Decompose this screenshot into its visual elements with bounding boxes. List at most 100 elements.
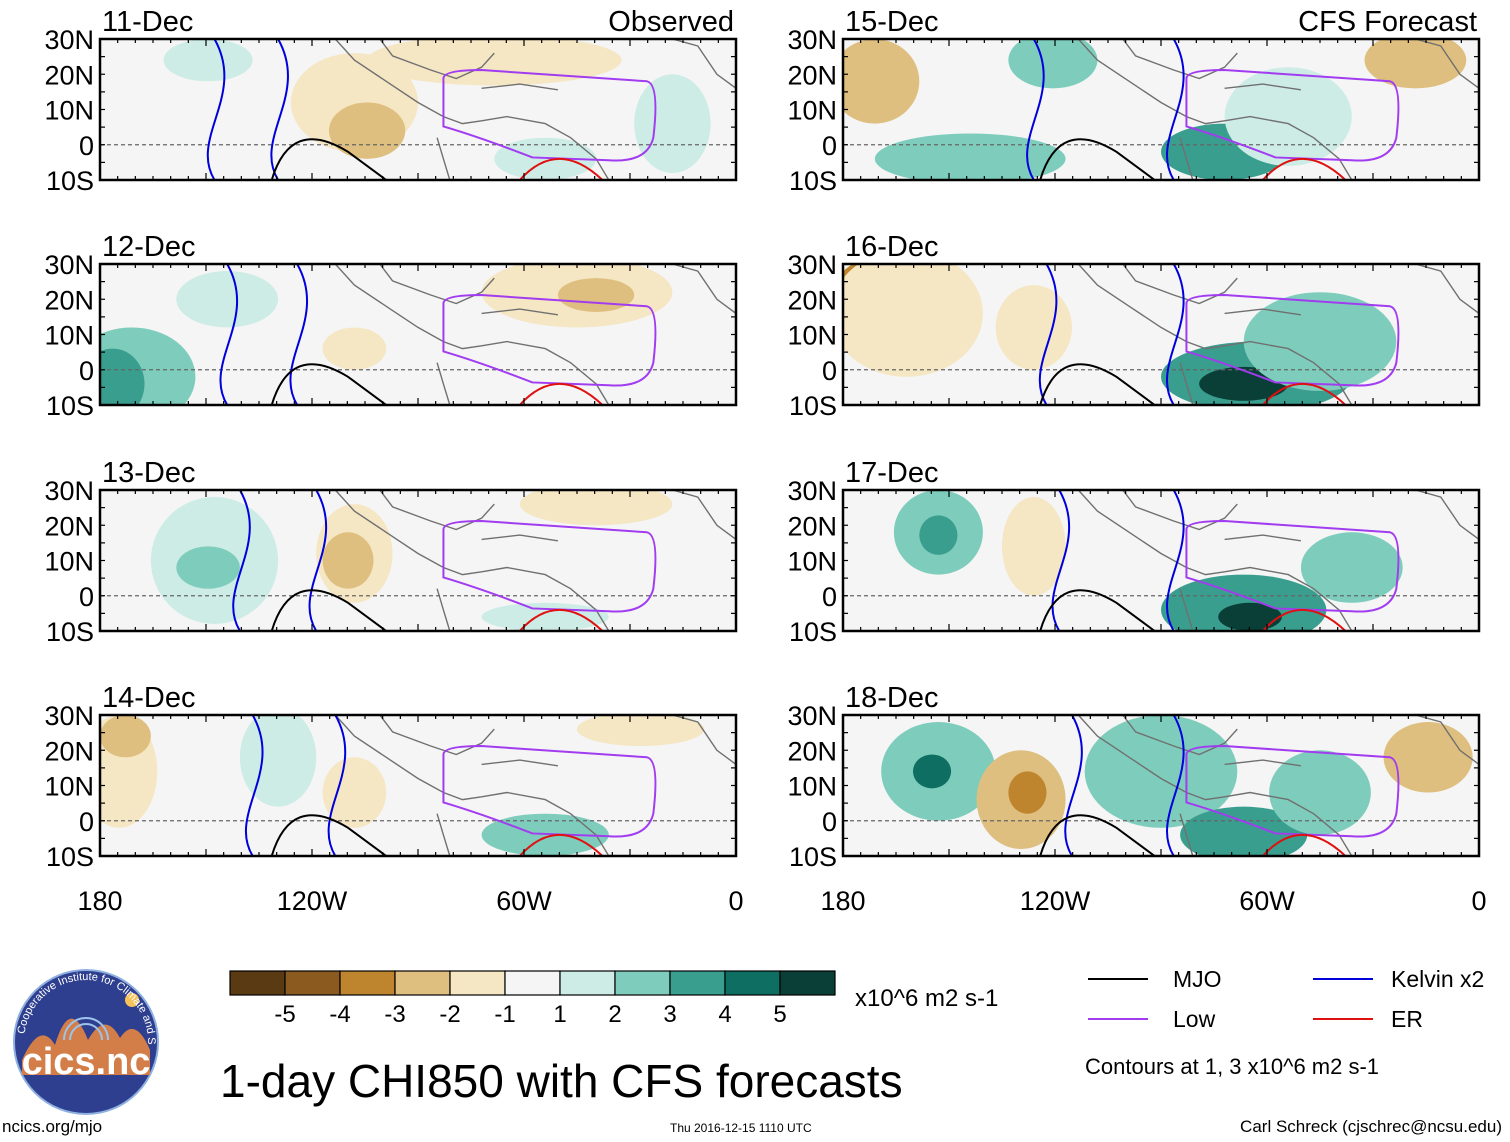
- coastline: [1224, 759, 1302, 767]
- lat-tick-label: 30N: [787, 701, 837, 731]
- panel-date: 16-Dec: [845, 231, 939, 263]
- lon-tick-label: 180: [77, 886, 122, 916]
- legend-label: Low: [1173, 1006, 1216, 1032]
- anomaly-shading: [557, 278, 635, 312]
- lat-tick-label: 10N: [787, 321, 837, 351]
- coastline: [1077, 39, 1353, 180]
- lat-tick-label: 10S: [46, 166, 94, 196]
- anomaly-shading: [1084, 715, 1238, 828]
- logo-text: cics.nc: [22, 1041, 151, 1083]
- kelvin-contour: [1051, 490, 1071, 631]
- coastline: [1122, 490, 1238, 531]
- lon-tick-label: 120W: [1020, 886, 1091, 916]
- coastline: [672, 264, 736, 314]
- colorbar-swatch: [559, 970, 616, 996]
- coastline: [1415, 39, 1479, 89]
- colorbar-label: 2: [608, 1001, 621, 1028]
- panel-date: 18-Dec: [845, 682, 939, 714]
- axis-labels: 30N 20N 10N 0 10S 30N 20N 10N 0 10S 30N 20N 10N 0 10S 3…: [44, 25, 1486, 916]
- lat-tick-label: 30N: [44, 476, 94, 506]
- anomaly-shading: [1300, 532, 1403, 603]
- kelvin-contour: [1166, 39, 1185, 180]
- coastline: [1224, 534, 1302, 542]
- lat-tick-label: 10S: [789, 391, 837, 421]
- anomaly-shading: [176, 271, 279, 328]
- footer-credit: Carl Schreck (cjschrec@ncsu.edu): [1240, 1117, 1502, 1136]
- colorbar-label: -2: [439, 1001, 460, 1028]
- coastline: [379, 264, 495, 305]
- coastline: [334, 490, 610, 631]
- anomaly-shading: [919, 515, 958, 555]
- map-panel: 18-Dec: [841, 682, 1481, 858]
- anomaly-shading: [322, 757, 387, 828]
- lat-tick-label: 30N: [787, 250, 837, 280]
- footer-timestamp: Thu 2016-12-15 1110 UTC: [670, 1121, 812, 1135]
- anomaly-shading: [1218, 602, 1282, 631]
- lat-tick-label: 20N: [787, 736, 837, 766]
- kelvin-contour: [270, 39, 289, 180]
- colorbar-swatch: [614, 970, 671, 996]
- anomaly-shading: [995, 285, 1072, 370]
- kelvin-contour: [1064, 715, 1083, 856]
- lat-tick-label: 10S: [789, 617, 837, 647]
- legend-label: MJO: [1173, 966, 1222, 992]
- panel-date: 12-Dec: [102, 231, 196, 263]
- anomaly-shading: [1224, 67, 1352, 166]
- contour-note: Contours at 1, 3 x10^6 m2 s-1: [1085, 1054, 1379, 1079]
- er-contour: [519, 383, 604, 405]
- anomaly-shading: [322, 327, 387, 370]
- colorbar-swatch: [284, 970, 341, 996]
- colorbar-swatch: [229, 970, 286, 996]
- mjo-contour: [270, 138, 387, 180]
- lat-tick-label: 20N: [787, 285, 837, 315]
- mjo-contour: [1039, 814, 1156, 856]
- lon-tick-label: 180: [820, 886, 865, 916]
- coastline: [1415, 490, 1479, 540]
- mjo-contour: [1039, 363, 1156, 405]
- coastline: [334, 715, 610, 856]
- colorbar-swatch: [724, 970, 781, 996]
- lat-tick-label: 20N: [787, 511, 837, 541]
- panel-date: 13-Dec: [102, 457, 196, 489]
- footer-url: ncics.org/mjo: [2, 1117, 102, 1136]
- lat-tick-label: 20N: [44, 736, 94, 766]
- lat-tick-label: 10N: [44, 321, 94, 351]
- lon-tick-label: 0: [1471, 886, 1486, 916]
- er-contour: [1262, 158, 1347, 180]
- lat-tick-label: 10N: [44, 96, 94, 126]
- low-contour: [442, 69, 657, 162]
- observed-label: Observed: [608, 6, 734, 38]
- colorbar-swatch: [669, 970, 726, 996]
- mjo-contour: [270, 363, 387, 405]
- map-panel: 11-Dec Observed: [98, 6, 738, 182]
- coastline: [379, 715, 495, 756]
- colorbar-swatch: [449, 970, 506, 996]
- lat-tick-label: 10S: [46, 842, 94, 872]
- coastline: [1224, 83, 1302, 91]
- map-panel: 12-Dec: [98, 231, 738, 407]
- coastline: [481, 759, 559, 767]
- anomaly-shading: [1008, 39, 1098, 89]
- colorbar-units: x10^6 m2 s-1: [855, 985, 998, 1012]
- panel-date: 14-Dec: [102, 682, 196, 714]
- anomaly-shading: [239, 715, 317, 807]
- coastline: [672, 715, 736, 765]
- kelvin-contour: [219, 264, 239, 405]
- lat-tick-label: 0: [822, 131, 837, 161]
- coastline: [334, 264, 610, 405]
- lat-tick-label: 0: [822, 807, 837, 837]
- kelvin-contour: [1038, 264, 1058, 405]
- lat-tick-label: 0: [79, 131, 94, 161]
- coastline: [481, 534, 559, 542]
- legend: MJO Kelvin x2 Low ER: [1088, 966, 1484, 1032]
- colorbar-label: 5: [773, 1001, 786, 1028]
- legend-label: ER: [1391, 1006, 1423, 1032]
- lon-tick-label: 120W: [277, 886, 348, 916]
- low-contour: [442, 520, 657, 613]
- colorbar-label: 1: [553, 1001, 566, 1028]
- er-contour: [1262, 609, 1347, 631]
- anomaly-shading: [100, 715, 151, 758]
- er-contour: [1262, 383, 1347, 405]
- coastline: [1122, 39, 1238, 80]
- coastline: [672, 39, 736, 89]
